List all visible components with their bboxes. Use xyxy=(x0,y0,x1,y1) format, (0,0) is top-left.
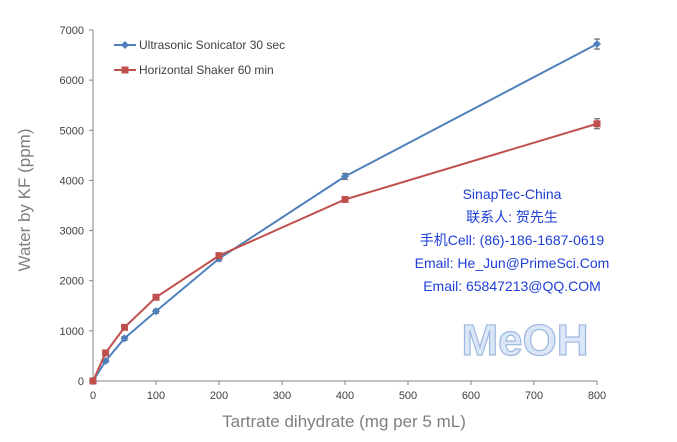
legend-entry-2: Horizontal Shaker 60 min xyxy=(114,63,274,77)
contact-line-company: SinapTec-China xyxy=(463,186,562,202)
data-point xyxy=(593,40,601,49)
contact-watermark: SinapTec-China 联系人: 贺先生 手机Cell: (86)-186… xyxy=(415,186,610,294)
series-2 xyxy=(89,118,601,385)
y-tick-label: 5000 xyxy=(60,125,84,137)
x-tick-label: 300 xyxy=(273,390,291,402)
axes: 0 1000 2000 3000 4000 5000 6000 7000 0 100 200 300 4… xyxy=(60,25,607,402)
x-axis-title: Tartrate dihydrate (mg per 5 mL) xyxy=(222,412,466,431)
x-tick-label: 100 xyxy=(147,390,165,402)
data-point xyxy=(120,334,129,343)
y-tick-label: 3000 xyxy=(60,226,84,238)
y-tick-label: 6000 xyxy=(60,75,84,87)
x-tick-label: 600 xyxy=(462,390,480,402)
data-point xyxy=(593,120,601,128)
legend-entry-1: Ultrasonic Sonicator 30 sec xyxy=(114,38,285,52)
y-tick-label: 2000 xyxy=(60,276,84,288)
series-layer xyxy=(89,38,601,385)
legend-marker xyxy=(121,66,129,74)
y-tick-label: 1000 xyxy=(60,326,84,338)
x-tick-label: 700 xyxy=(525,390,543,402)
contact-line-email-2: Email: 65847213@QQ.COM xyxy=(423,278,601,294)
data-point xyxy=(341,172,349,181)
legend-label: Ultrasonic Sonicator 30 sec xyxy=(139,38,285,52)
data-point xyxy=(215,252,223,260)
data-point xyxy=(152,293,160,301)
legend: Ultrasonic Sonicator 30 sec Horizontal Sh… xyxy=(114,38,285,77)
data-point xyxy=(152,307,160,316)
y-axis-title: Water by KF (ppm) xyxy=(15,129,34,272)
contact-line-person: 联系人: 贺先生 xyxy=(466,209,558,225)
contact-line-phone: 手机Cell: (86)-186-1687-0619 xyxy=(420,232,605,248)
x-tick-label: 500 xyxy=(399,390,417,402)
data-point xyxy=(341,195,349,203)
y-tick-label: 4000 xyxy=(60,175,84,187)
x-tick-label: 0 xyxy=(90,390,96,402)
data-point xyxy=(121,323,128,331)
data-point xyxy=(102,349,110,357)
contact-line-email-1: Email: He_Jun@PrimeSci.Com xyxy=(415,255,610,271)
y-tick-label: 7000 xyxy=(60,25,84,37)
legend-label: Horizontal Shaker 60 min xyxy=(139,63,274,77)
y-tick-label: 0 xyxy=(78,376,84,388)
data-point xyxy=(89,377,97,385)
x-tick-label: 200 xyxy=(210,390,228,402)
solvent-label: MeOH xyxy=(461,316,588,365)
legend-marker xyxy=(121,41,129,49)
x-tick-label: 800 xyxy=(588,390,606,402)
x-tick-label: 400 xyxy=(336,390,354,402)
